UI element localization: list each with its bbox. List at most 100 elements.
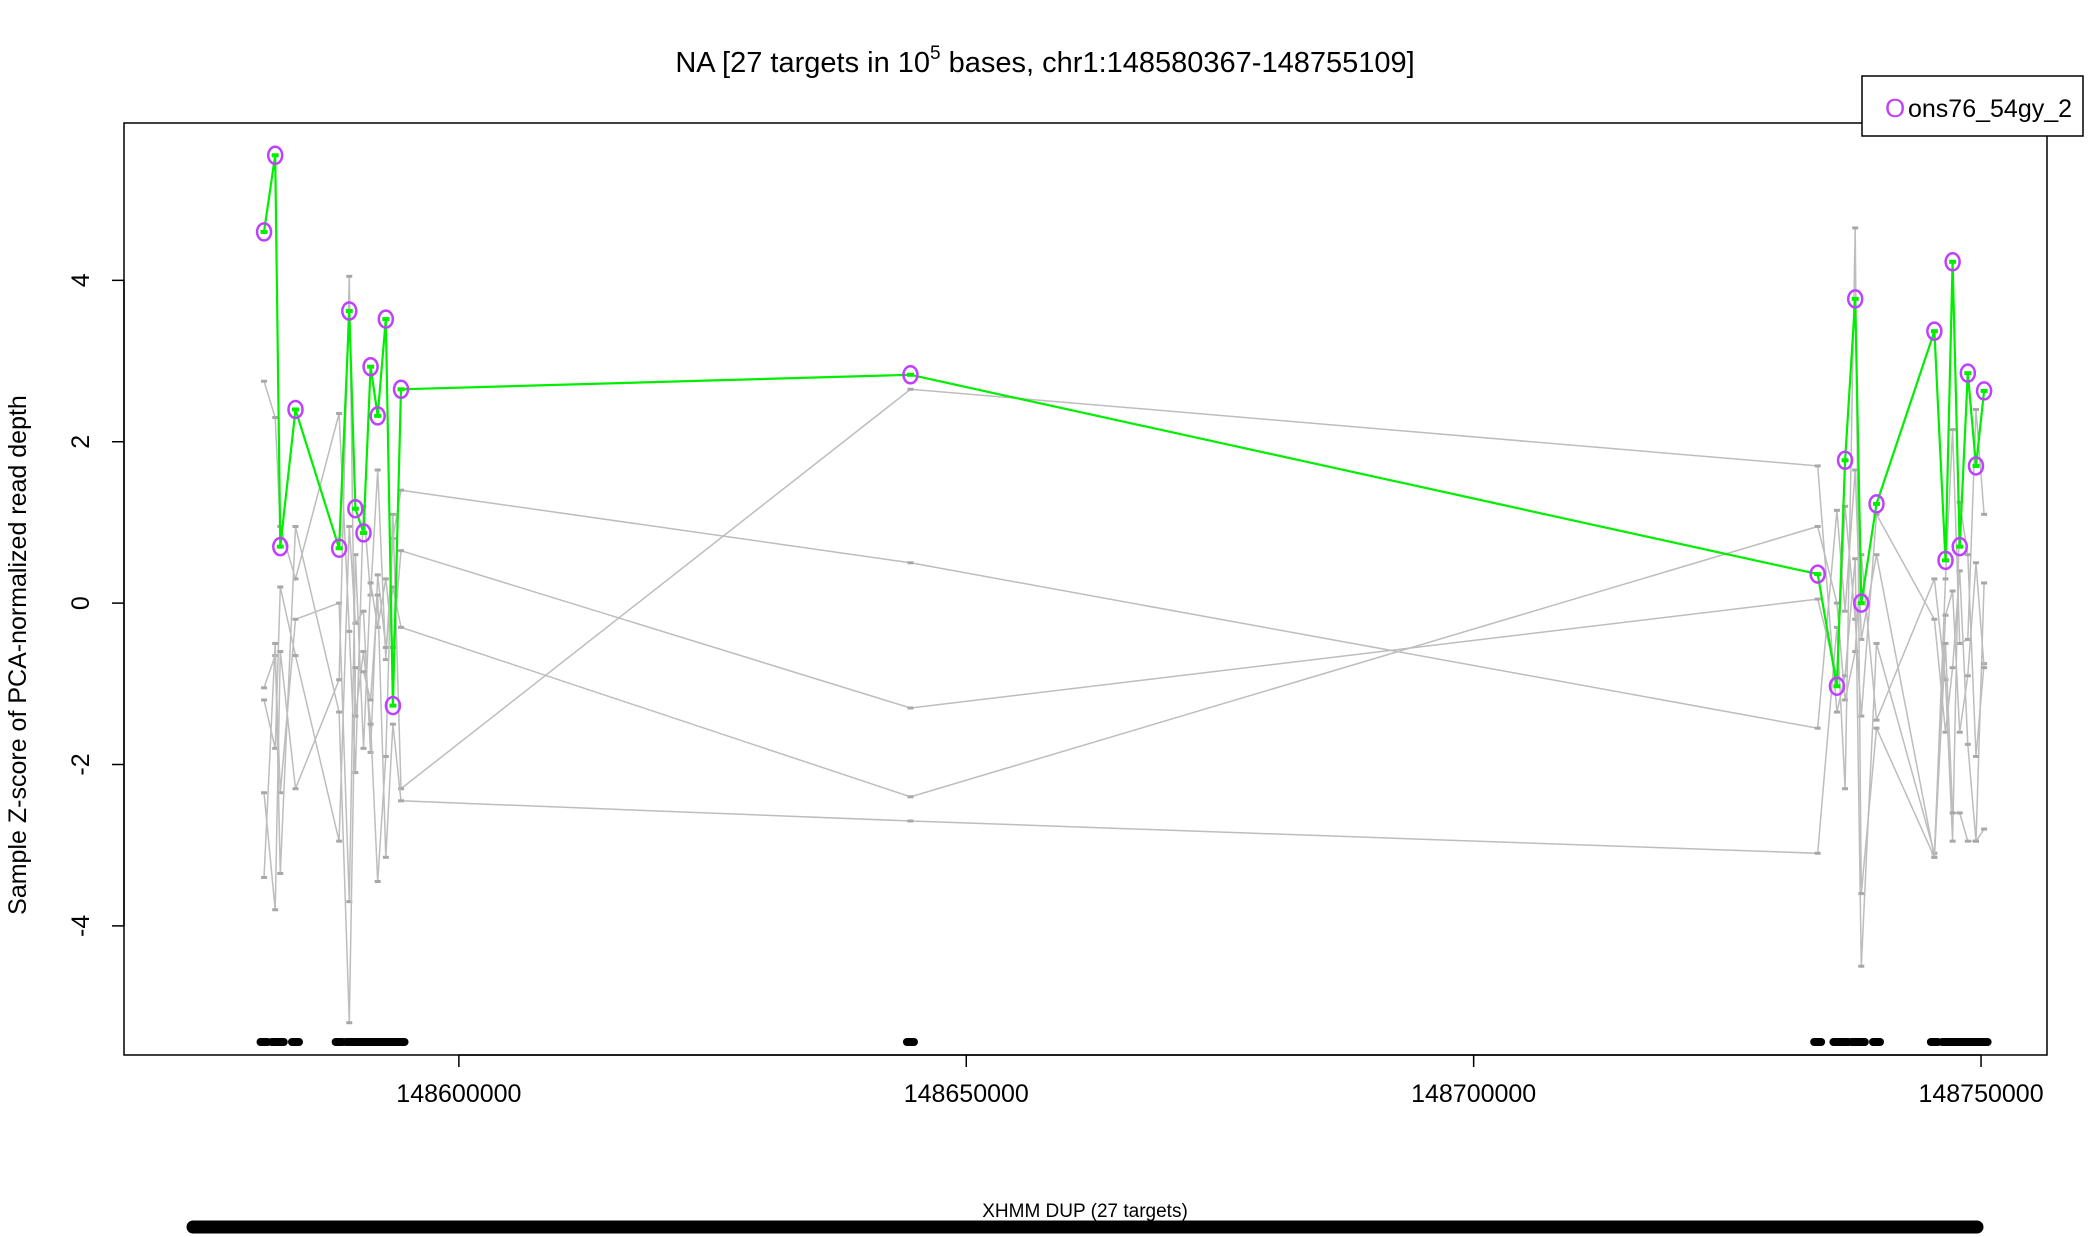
- background-point: [1949, 666, 1956, 670]
- plot-frame: [123, 122, 2048, 1056]
- background-point: [382, 855, 389, 859]
- background-point: [1852, 468, 1859, 472]
- highlight-point: [1956, 544, 1964, 549]
- background-point: [360, 609, 367, 613]
- background-point: [336, 411, 343, 415]
- background-point: [1972, 839, 1979, 843]
- background-point: [346, 1021, 353, 1025]
- background-series-line: [263, 506, 1985, 902]
- background-point: [277, 650, 284, 654]
- highlight-point: [345, 309, 353, 314]
- background-series-line: [263, 276, 1985, 967]
- highlight-marker: [1828, 676, 1846, 696]
- highlight-marker: [392, 379, 410, 400]
- background-point: [1972, 561, 1979, 565]
- background-point: [1852, 226, 1859, 230]
- background-point: [360, 504, 367, 508]
- highlight-point: [1857, 601, 1865, 606]
- background-point: [1852, 650, 1859, 654]
- highlight-point: [1841, 458, 1849, 463]
- background-point: [1949, 589, 1956, 593]
- background-point: [261, 698, 268, 702]
- background-point: [382, 646, 389, 650]
- background-point: [1833, 710, 1840, 714]
- background-point: [1981, 666, 1988, 670]
- highlight-point: [374, 413, 382, 418]
- x-tick-label: 148600000: [396, 1080, 521, 1108]
- background-point: [1942, 613, 1949, 617]
- highlight-point: [1972, 463, 1980, 468]
- background-point: [360, 746, 367, 750]
- highlight-point: [382, 317, 390, 322]
- background-point: [367, 750, 374, 754]
- background-point: [272, 908, 279, 912]
- highlight-marker: [255, 222, 273, 242]
- series-layer: [255, 145, 1993, 1025]
- background-point: [1949, 428, 1956, 432]
- background-point: [367, 581, 374, 585]
- background-point: [398, 488, 405, 492]
- background-point: [292, 654, 299, 658]
- highlight-marker: [347, 498, 364, 519]
- background-point: [261, 379, 268, 383]
- highlight-point: [260, 229, 268, 234]
- background-series: [261, 226, 1988, 1025]
- background-point: [1814, 524, 1821, 528]
- background-point: [336, 710, 343, 714]
- background-point: [1852, 617, 1859, 621]
- background-point: [352, 714, 359, 718]
- background-point: [1949, 839, 1956, 843]
- highlight-point: [389, 703, 397, 708]
- background-point: [1949, 811, 1956, 815]
- background-point: [1942, 641, 1949, 645]
- highlight-marker: [341, 301, 358, 321]
- legend-marker: O: [1885, 93, 1905, 123]
- background-point: [374, 593, 381, 597]
- highlight-marker: [1853, 593, 1870, 613]
- highlight-point: [1814, 572, 1822, 577]
- highlight-point: [1964, 371, 1972, 376]
- highlight-marker: [369, 406, 386, 426]
- background-point: [1814, 464, 1821, 468]
- background-point: [1833, 508, 1840, 512]
- background-point: [374, 625, 381, 629]
- background-point: [292, 577, 299, 581]
- background-point: [272, 746, 279, 750]
- highlight-marker: [1951, 536, 1968, 557]
- background-point: [1942, 678, 1949, 682]
- background-point: [336, 839, 343, 843]
- background-point: [907, 795, 914, 799]
- background-point: [352, 553, 359, 557]
- background-point: [1814, 851, 1821, 855]
- background-point: [1858, 964, 1865, 968]
- highlight-marker: [1846, 289, 1864, 309]
- background-point: [398, 799, 405, 803]
- background-point: [346, 274, 353, 278]
- background-point: [907, 819, 914, 823]
- background-point: [1842, 674, 1849, 678]
- highlight-marker: [266, 145, 284, 166]
- x-tick-label: 148650000: [904, 1080, 1029, 1108]
- highlight-marker: [1967, 456, 1985, 476]
- background-point: [1852, 557, 1859, 561]
- background-series: [261, 500, 1988, 843]
- x-axis: 148600000 148650000 148700000 148750000: [396, 1054, 2044, 1108]
- background-point: [1931, 577, 1938, 581]
- highlight-marker: [1809, 564, 1826, 584]
- y-tick-label: -4: [67, 915, 95, 937]
- background-point: [1873, 512, 1880, 516]
- background-point: [261, 686, 268, 690]
- y-tick-label: 4: [67, 273, 95, 287]
- background-point: [346, 629, 353, 633]
- background-point: [1942, 730, 1949, 734]
- background-point: [382, 754, 389, 758]
- background-point: [1956, 730, 1963, 734]
- background-point: [346, 524, 353, 528]
- background-point: [374, 880, 381, 884]
- background-point: [292, 787, 299, 791]
- background-point: [272, 416, 279, 420]
- background-point: [1873, 726, 1880, 730]
- highlight-marker: [362, 356, 379, 377]
- background-point: [277, 791, 284, 795]
- highlight-marker: [1944, 252, 1961, 272]
